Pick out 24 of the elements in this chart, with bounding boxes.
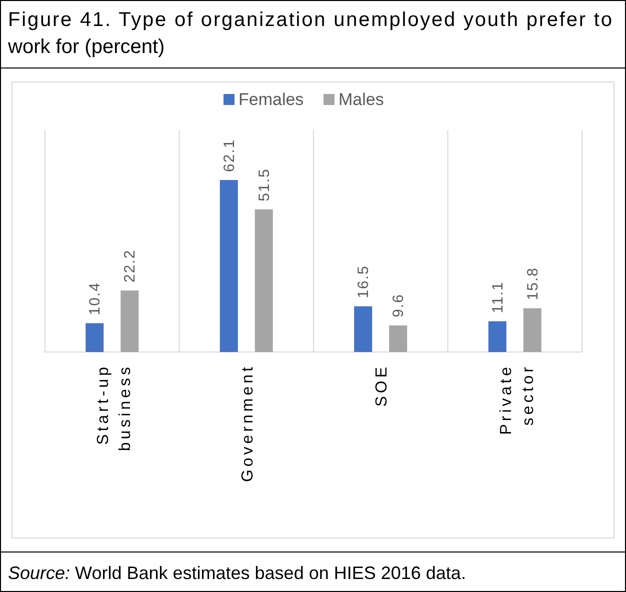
data-label: 11.1 — [489, 281, 506, 314]
bar — [220, 180, 238, 352]
chart-title: Figure 41. Type of organization unemployed youth prefer to work for (percent) — [7, 9, 612, 58]
x-tick-label: Start-up business — [95, 364, 134, 452]
bar — [523, 308, 542, 352]
bar — [488, 321, 506, 352]
bar — [86, 323, 104, 352]
bar — [354, 306, 372, 352]
data-label: 10.4 — [86, 282, 104, 316]
bar — [120, 290, 139, 352]
data-label: 16.5 — [355, 265, 372, 298]
x-tick-label: SOE — [374, 364, 391, 407]
data-label: 22.2 — [122, 249, 139, 283]
source-note: Source: World Bank estimates based on HIES 2016 data. — [8, 563, 466, 583]
data-label: 9.6 — [390, 294, 408, 318]
data-label: 15.8 — [524, 267, 542, 300]
data-label: 62.1 — [220, 138, 238, 172]
bar — [389, 325, 408, 352]
bar — [254, 209, 273, 352]
data-label: 51.5 — [256, 168, 273, 202]
x-tick-label: Government — [239, 364, 256, 482]
legend-label: Females — [238, 90, 304, 109]
legend-label: Males — [338, 90, 384, 109]
x-tick-label: Private sector — [498, 364, 537, 435]
